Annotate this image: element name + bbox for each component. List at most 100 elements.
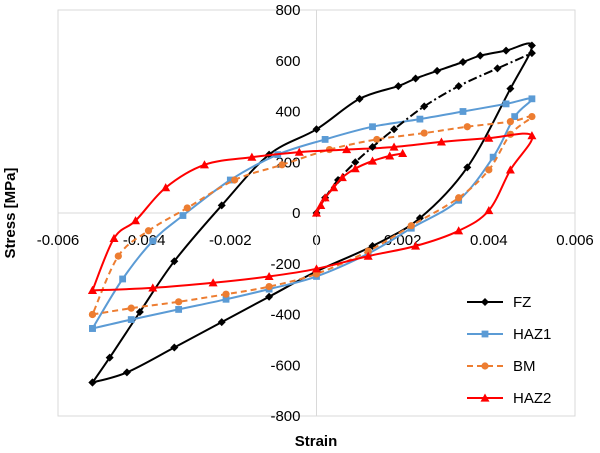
data-point	[369, 123, 376, 131]
legend-label: HAZ2	[513, 390, 551, 407]
data-point	[528, 112, 536, 121]
data-point	[170, 343, 179, 352]
y-tick-label: -800	[270, 408, 300, 425]
legend-label: BM	[513, 358, 536, 375]
legend-label: HAZ1	[513, 326, 551, 343]
data-point	[454, 226, 464, 235]
series-line	[91, 132, 534, 292]
data-point	[161, 183, 171, 192]
data-point	[527, 49, 536, 58]
data-point	[131, 216, 141, 225]
data-point	[122, 368, 131, 377]
legend-item-haz1: HAZ1	[467, 326, 551, 343]
data-point	[458, 58, 467, 67]
data-point	[127, 316, 135, 323]
data-point	[222, 295, 230, 303]
data-point	[506, 84, 515, 93]
data-point	[511, 113, 519, 120]
series-initial-loading-5	[312, 148, 408, 217]
data-point	[476, 51, 485, 60]
data-point	[217, 201, 226, 210]
data-point	[459, 108, 467, 115]
data-point	[385, 151, 395, 160]
data-point	[329, 183, 339, 192]
data-point	[183, 204, 191, 212]
x-tick-label: 0.004	[470, 232, 508, 249]
data-point	[411, 241, 421, 250]
data-point	[489, 153, 497, 161]
y-tick-label: 600	[275, 53, 300, 70]
data-point	[231, 176, 239, 184]
data-point	[436, 137, 446, 146]
data-point	[247, 152, 257, 161]
series-haz2	[87, 131, 537, 294]
data-point	[454, 82, 463, 91]
data-point	[337, 172, 347, 182]
y-tick-label: -200	[270, 256, 300, 273]
data-point	[420, 129, 428, 137]
data-point	[364, 247, 372, 255]
data-point	[294, 147, 304, 156]
data-point	[502, 46, 511, 55]
data-point	[312, 264, 321, 273]
data-point	[88, 378, 97, 387]
data-point	[316, 200, 326, 209]
data-point	[527, 131, 537, 140]
data-point	[87, 285, 97, 294]
data-point	[208, 278, 218, 287]
data-point	[148, 283, 158, 292]
data-point	[505, 165, 515, 174]
series-bm	[88, 112, 536, 319]
data-point	[420, 102, 429, 111]
data-point	[481, 298, 489, 306]
x-tick-label: -0.006	[37, 232, 80, 249]
data-point	[411, 74, 420, 83]
data-point	[265, 282, 273, 291]
y-tick-label: -600	[270, 357, 300, 374]
data-point	[114, 252, 122, 260]
data-point	[264, 271, 274, 281]
data-point	[342, 145, 352, 154]
data-point	[149, 237, 157, 245]
data-point	[312, 208, 321, 217]
legend-item-fz: FZ	[467, 294, 531, 311]
y-axis-title: Stress [MPa]	[2, 168, 19, 259]
data-point	[433, 66, 442, 75]
x-tick-label: -0.002	[209, 232, 252, 249]
data-point	[528, 95, 536, 103]
data-point	[368, 156, 378, 165]
data-point	[484, 133, 494, 142]
data-point	[398, 148, 408, 157]
data-point	[320, 193, 330, 202]
legend-item-bm: BM	[467, 358, 536, 375]
x-axis-title: Strain	[295, 433, 338, 450]
data-point	[170, 257, 179, 266]
data-point	[527, 41, 536, 50]
legend-label: FZ	[513, 294, 531, 311]
data-point	[88, 310, 97, 319]
data-point	[350, 164, 360, 173]
data-point	[480, 393, 490, 402]
data-point	[144, 227, 153, 235]
y-tick-label: -400	[270, 307, 300, 324]
data-point	[217, 318, 226, 327]
data-point	[463, 163, 472, 172]
data-point	[394, 82, 403, 91]
data-point	[389, 142, 399, 151]
data-point	[485, 166, 493, 174]
x-tick-label: 0.006	[556, 232, 594, 249]
y-tick-label: 800	[275, 2, 300, 19]
data-point	[278, 161, 286, 169]
data-point	[484, 205, 494, 215]
data-point	[368, 143, 377, 152]
data-point	[481, 330, 489, 338]
data-point	[355, 94, 364, 103]
data-point	[119, 275, 127, 283]
data-point	[506, 118, 514, 126]
data-point	[135, 307, 144, 316]
data-point	[175, 306, 183, 313]
series-layer	[87, 41, 537, 387]
data-point	[222, 290, 230, 298]
